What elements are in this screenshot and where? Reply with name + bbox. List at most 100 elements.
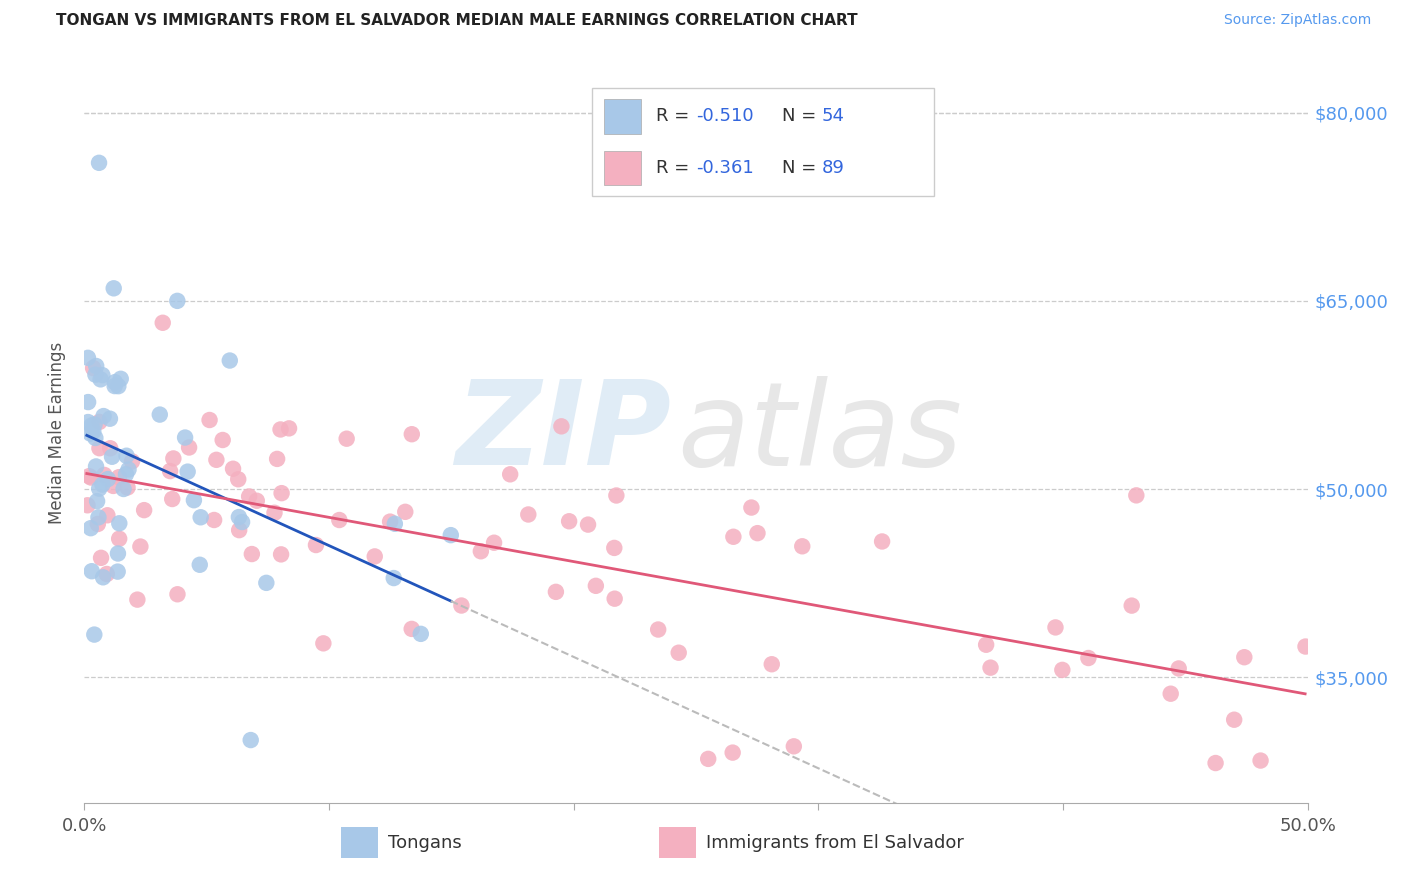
Point [91,570,114,584]
Point [82,361,104,376]
Point [647,623,669,637]
Bar [342,827,378,858]
Point [1077,651,1099,665]
Point [89,482,111,496]
Point [188,558,211,572]
Point [91,477,114,491]
Point [108,532,131,546]
Text: R =: R = [655,108,695,126]
Point [603,541,626,555]
Point [107,565,129,579]
Point [401,427,423,442]
Point [202,513,225,527]
Point [239,733,262,747]
Text: ZIP: ZIP [456,376,672,490]
Point [792,539,814,553]
Point [783,739,806,754]
Point [77,351,100,365]
Point [110,372,132,386]
Point [79,426,101,441]
Point [278,421,301,435]
Point [723,530,745,544]
Point [80,470,103,484]
Point [576,517,599,532]
Point [80,418,103,433]
Text: 54: 54 [823,108,845,126]
Point [550,419,572,434]
Point [1052,663,1074,677]
Point [77,395,100,409]
Point [721,746,744,760]
Point [266,451,288,466]
Point [83,627,105,641]
Point [1160,687,1182,701]
Point [1233,650,1256,665]
Point [740,500,762,515]
Bar [605,100,641,134]
Point [228,523,250,537]
Point [166,293,188,308]
Point [121,454,143,468]
Point [166,587,188,601]
Point [83,417,105,432]
Point [305,538,328,552]
Point [77,415,100,429]
Point [761,657,783,672]
Point [605,488,627,502]
Text: Immigrants from El Salvador: Immigrants from El Salvador [706,834,963,852]
Point [482,535,505,549]
Point [382,571,405,585]
Point [103,479,125,493]
Point [112,482,135,496]
Point [211,433,233,447]
Point [240,547,263,561]
Point [80,564,103,578]
Point [90,550,112,565]
Point [585,579,607,593]
Point [76,498,98,512]
Point [91,368,114,383]
Point [177,441,200,455]
Point [90,372,112,386]
Point [87,510,110,524]
Point [89,415,111,429]
Point [394,505,416,519]
Point [401,622,423,636]
Point [440,528,463,542]
Point [270,547,292,561]
Point [470,544,492,558]
Point [450,599,472,613]
Point [517,508,540,522]
Point [108,470,131,484]
Point [328,513,350,527]
Point [103,281,125,295]
Point [160,491,183,506]
FancyBboxPatch shape [592,88,935,195]
Point [1205,756,1227,770]
Point [747,526,769,541]
Point [101,450,124,464]
Point [77,469,100,483]
Point [93,409,115,423]
Point [183,493,205,508]
Point [336,432,359,446]
Point [80,521,103,535]
Point [87,156,110,170]
Point [218,353,240,368]
Point [97,472,120,486]
Point [1295,640,1317,654]
Point [198,413,221,427]
Point [98,411,121,425]
Point [162,451,184,466]
Point [228,510,250,524]
Point [152,316,174,330]
Bar [659,827,696,858]
Text: atlas: atlas [678,376,963,490]
Point [697,752,720,766]
Y-axis label: Median Male Earnings: Median Male Earnings [48,342,66,524]
Point [870,534,893,549]
Point [84,359,107,373]
Point [176,465,198,479]
Point [104,379,127,393]
Point [1167,661,1189,675]
